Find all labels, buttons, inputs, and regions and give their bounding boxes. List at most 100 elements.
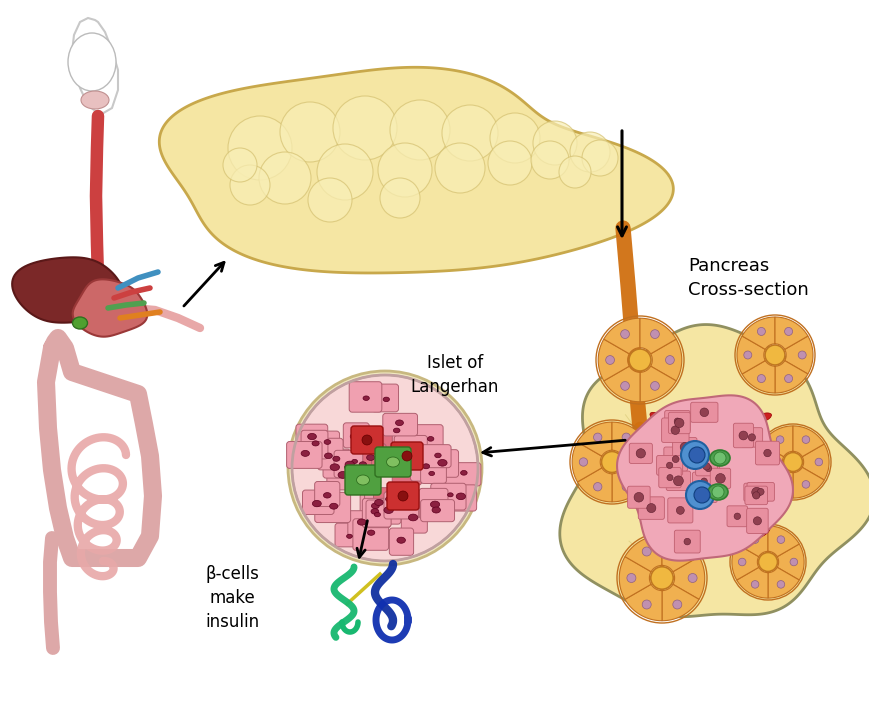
Circle shape	[377, 143, 432, 197]
Circle shape	[789, 558, 797, 566]
Polygon shape	[577, 468, 611, 502]
Ellipse shape	[324, 440, 330, 444]
Ellipse shape	[395, 420, 403, 426]
FancyBboxPatch shape	[401, 503, 427, 533]
FancyBboxPatch shape	[395, 449, 429, 477]
Circle shape	[666, 462, 672, 469]
FancyBboxPatch shape	[425, 450, 458, 477]
Circle shape	[738, 558, 745, 566]
FancyBboxPatch shape	[362, 428, 392, 459]
Circle shape	[569, 132, 609, 172]
Circle shape	[650, 330, 659, 338]
Circle shape	[763, 449, 770, 456]
FancyBboxPatch shape	[666, 471, 690, 490]
FancyBboxPatch shape	[442, 485, 476, 511]
Circle shape	[316, 144, 373, 200]
Ellipse shape	[393, 428, 400, 433]
FancyBboxPatch shape	[360, 493, 389, 516]
Circle shape	[635, 449, 645, 458]
FancyBboxPatch shape	[692, 472, 715, 490]
Circle shape	[703, 487, 709, 495]
Circle shape	[673, 418, 680, 425]
Circle shape	[333, 96, 396, 160]
Ellipse shape	[371, 503, 379, 509]
Circle shape	[702, 463, 709, 470]
FancyBboxPatch shape	[667, 498, 692, 523]
Circle shape	[764, 345, 784, 365]
Polygon shape	[731, 544, 758, 580]
Polygon shape	[650, 339, 681, 381]
Polygon shape	[784, 336, 812, 374]
Circle shape	[672, 600, 681, 609]
FancyBboxPatch shape	[371, 384, 398, 412]
Circle shape	[783, 452, 801, 472]
Circle shape	[292, 375, 477, 561]
Circle shape	[308, 178, 352, 222]
Circle shape	[687, 574, 696, 582]
Circle shape	[715, 474, 725, 483]
Circle shape	[675, 506, 684, 514]
Polygon shape	[72, 18, 118, 115]
Ellipse shape	[329, 503, 337, 509]
FancyBboxPatch shape	[348, 382, 381, 412]
Text: β-cells
make
insulin: β-cells make insulin	[205, 565, 259, 631]
FancyBboxPatch shape	[656, 456, 682, 475]
Circle shape	[600, 451, 622, 472]
Circle shape	[228, 116, 292, 180]
Polygon shape	[776, 544, 803, 580]
Polygon shape	[801, 444, 828, 480]
Circle shape	[530, 141, 568, 179]
Circle shape	[628, 349, 650, 371]
Circle shape	[743, 351, 751, 359]
Circle shape	[751, 487, 760, 498]
Ellipse shape	[422, 464, 429, 469]
Circle shape	[288, 371, 481, 565]
Text: Pancreas
Cross-section: Pancreas Cross-section	[687, 257, 808, 299]
Ellipse shape	[428, 472, 434, 475]
FancyBboxPatch shape	[627, 486, 649, 508]
Circle shape	[700, 478, 706, 485]
FancyBboxPatch shape	[697, 457, 719, 480]
FancyBboxPatch shape	[410, 450, 438, 481]
Ellipse shape	[323, 492, 331, 498]
Polygon shape	[572, 442, 601, 482]
Ellipse shape	[382, 397, 389, 402]
FancyBboxPatch shape	[351, 451, 376, 477]
Circle shape	[757, 374, 765, 382]
Circle shape	[700, 408, 708, 417]
FancyBboxPatch shape	[376, 494, 401, 524]
FancyBboxPatch shape	[430, 483, 466, 510]
Ellipse shape	[374, 513, 380, 517]
FancyBboxPatch shape	[326, 449, 350, 471]
FancyBboxPatch shape	[295, 424, 328, 449]
FancyBboxPatch shape	[746, 508, 767, 534]
Circle shape	[650, 382, 659, 390]
Polygon shape	[736, 526, 767, 557]
Polygon shape	[611, 468, 646, 502]
Polygon shape	[756, 444, 783, 480]
Circle shape	[362, 435, 372, 445]
Circle shape	[753, 517, 760, 525]
Circle shape	[797, 351, 806, 359]
Circle shape	[801, 480, 809, 488]
Ellipse shape	[386, 457, 399, 467]
Circle shape	[635, 458, 644, 467]
FancyBboxPatch shape	[350, 426, 382, 454]
Ellipse shape	[72, 317, 88, 329]
Ellipse shape	[370, 508, 378, 514]
Ellipse shape	[375, 500, 382, 505]
Polygon shape	[761, 467, 792, 498]
FancyBboxPatch shape	[419, 488, 448, 518]
Polygon shape	[767, 526, 799, 557]
Circle shape	[621, 433, 630, 441]
Polygon shape	[774, 361, 807, 393]
FancyBboxPatch shape	[695, 457, 717, 476]
FancyBboxPatch shape	[672, 438, 696, 456]
Circle shape	[229, 165, 269, 205]
FancyBboxPatch shape	[628, 444, 652, 464]
Circle shape	[673, 476, 682, 486]
FancyBboxPatch shape	[335, 523, 365, 547]
FancyBboxPatch shape	[373, 487, 404, 513]
FancyBboxPatch shape	[384, 418, 409, 444]
FancyBboxPatch shape	[420, 460, 446, 483]
